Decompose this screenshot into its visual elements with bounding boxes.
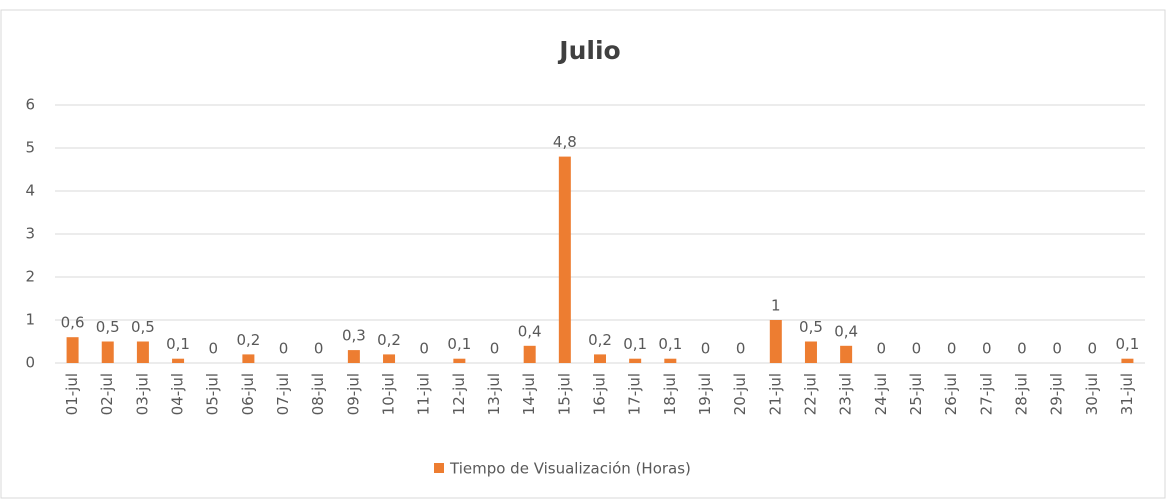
data-label: 0 xyxy=(1087,340,1097,358)
data-label: 0 xyxy=(314,340,324,358)
legend-swatch xyxy=(434,463,444,473)
data-label: 0 xyxy=(982,340,992,358)
x-tick-label: 13-jul xyxy=(485,373,503,415)
data-label: 0,2 xyxy=(236,331,260,349)
data-label: 0,5 xyxy=(799,318,823,336)
x-tick-label: 11-jul xyxy=(415,373,433,415)
x-tick-label: 24-jul xyxy=(872,373,890,415)
y-tick-label: 5 xyxy=(25,139,35,157)
data-label: 0 xyxy=(877,340,887,358)
data-label: 0 xyxy=(701,340,711,358)
y-tick-label: 4 xyxy=(25,182,35,200)
bar xyxy=(629,358,642,363)
legend-label: Tiempo de Visualización (Horas) xyxy=(449,460,691,478)
data-label: 0,2 xyxy=(377,331,401,349)
x-tick-label: 02-jul xyxy=(98,373,116,415)
data-label: 0 xyxy=(736,340,746,358)
data-label: 0,1 xyxy=(1115,335,1139,353)
x-tick-label: 30-jul xyxy=(1083,373,1101,415)
y-tick-label: 0 xyxy=(25,354,35,372)
bar xyxy=(101,341,114,363)
data-label: 0,4 xyxy=(518,322,542,340)
bar xyxy=(840,345,853,363)
x-tick-label: 25-jul xyxy=(907,373,925,415)
x-tick-label: 26-jul xyxy=(942,373,960,415)
data-label: 0,1 xyxy=(166,335,190,353)
x-tick-label: 21-jul xyxy=(766,373,784,415)
x-tick-label: 17-jul xyxy=(626,373,644,415)
x-tick-label: 31-jul xyxy=(1118,373,1136,415)
x-tick-label: 18-jul xyxy=(661,373,679,415)
x-tick-label: 16-jul xyxy=(591,373,609,415)
data-label: 0 xyxy=(912,340,922,358)
x-tick-label: 09-jul xyxy=(344,373,362,415)
data-label: 0,1 xyxy=(658,335,682,353)
chart-title: Julio xyxy=(557,36,620,65)
bar xyxy=(664,358,677,363)
data-label: 0,4 xyxy=(834,322,858,340)
bar xyxy=(523,345,536,363)
bar xyxy=(769,320,782,363)
y-tick-label: 1 xyxy=(25,311,35,329)
data-label: 0 xyxy=(490,340,500,358)
x-tick-label: 19-jul xyxy=(696,373,714,415)
y-tick-label: 3 xyxy=(25,225,35,243)
x-tick-label: 20-jul xyxy=(731,373,749,415)
x-tick-label: 29-jul xyxy=(1048,373,1066,415)
x-tick-label: 07-jul xyxy=(274,373,292,415)
bar xyxy=(453,358,466,363)
x-tick-label: 27-jul xyxy=(977,373,995,415)
bar xyxy=(136,341,149,363)
x-tick-label: 06-jul xyxy=(239,373,257,415)
x-tick-label: 03-jul xyxy=(133,373,151,415)
bar xyxy=(558,156,571,363)
bar xyxy=(804,341,817,363)
x-tick-label: 04-jul xyxy=(169,373,187,415)
data-label: 0 xyxy=(1052,340,1062,358)
data-label: 0,2 xyxy=(588,331,612,349)
bar xyxy=(242,354,255,363)
data-label: 0,5 xyxy=(96,318,120,336)
data-label: 4,8 xyxy=(553,133,577,151)
data-label: 0,1 xyxy=(447,335,471,353)
x-tick-label: 05-jul xyxy=(204,373,222,415)
data-label: 0 xyxy=(208,340,218,358)
data-label: 0 xyxy=(419,340,429,358)
data-label: 0 xyxy=(279,340,289,358)
data-label: 0,1 xyxy=(623,335,647,353)
data-label: 0,6 xyxy=(61,314,85,332)
data-label: 0 xyxy=(1017,340,1027,358)
x-tick-label: 28-jul xyxy=(1012,373,1030,415)
data-label: 1 xyxy=(771,297,781,315)
bar xyxy=(383,354,396,363)
x-tick-label: 22-jul xyxy=(801,373,819,415)
x-tick-label: 01-jul xyxy=(63,373,81,415)
x-tick-label: 15-jul xyxy=(555,373,573,415)
data-label: 0,5 xyxy=(131,318,155,336)
x-tick-label: 14-jul xyxy=(520,373,538,415)
bar xyxy=(66,337,79,363)
x-tick-label: 23-jul xyxy=(837,373,855,415)
bar xyxy=(1121,358,1134,363)
y-tick-label: 2 xyxy=(25,268,35,286)
chart-frame xyxy=(0,9,1166,499)
data-label: 0,3 xyxy=(342,327,366,345)
bar xyxy=(172,358,185,363)
x-tick-label: 08-jul xyxy=(309,373,327,415)
x-tick-label: 10-jul xyxy=(380,373,398,415)
x-tick-label: 12-jul xyxy=(450,373,468,415)
data-label: 0 xyxy=(947,340,957,358)
bar xyxy=(347,350,360,363)
y-tick-label: 6 xyxy=(25,96,35,114)
bar xyxy=(594,354,606,363)
